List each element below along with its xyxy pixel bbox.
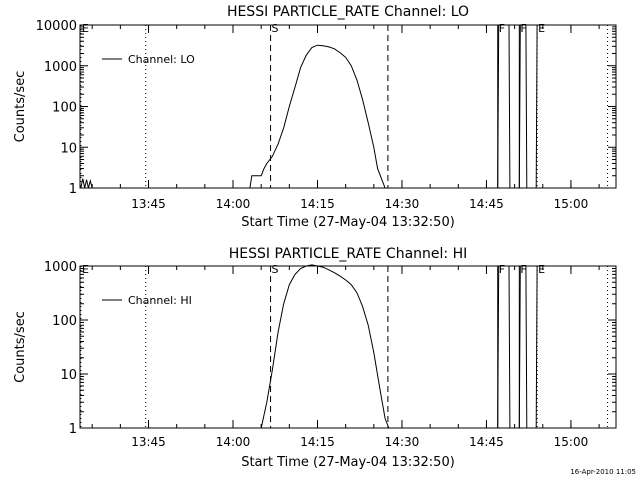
event-marker-label: E [538,22,545,35]
event-marker-label: F [520,263,526,276]
x-tick-label: 14:00 [216,197,251,211]
y-tick-label: 100 [52,101,77,116]
plot-timestamp: 16-Apr-2010 11:05 [570,468,636,476]
x-axis-label: Start Time (27-May-04 13:32:50) [241,215,455,230]
x-tick-label: 13:45 [131,197,166,211]
y-tick-label: 1 [69,182,77,197]
y-axis-label: Counts/sec [13,71,28,143]
x-tick-label: 15:00 [554,435,589,449]
x-tick-label: 14:15 [300,435,335,449]
event-marker-label: E [82,263,89,276]
y-tick-label: 1000 [44,260,77,275]
legend-label: Channel: HI [128,294,192,307]
x-tick-label: 14:45 [469,197,504,211]
chart-title: HESSI PARTICLE_RATE Channel: LO [227,4,469,20]
series-line [260,264,538,429]
event-marker-label: E [538,263,545,276]
y-tick-label: 100 [52,314,77,329]
x-axis-label: Start Time (27-May-04 13:32:50) [241,455,455,470]
plot-frame [79,265,617,429]
x-tick-label: 15:00 [554,197,589,211]
y-tick-label: 10000 [36,19,77,34]
y-axis-label: Counts/sec [13,311,28,383]
y-tick-label: 10 [60,368,77,383]
chart-title: HESSI PARTICLE_RATE Channel: HI [229,246,467,262]
legend-label: Channel: LO [128,53,195,66]
y-tick-label: 1 [69,422,77,437]
y-tick-label: 1000 [44,60,77,75]
y-tick-label: 10 [60,141,77,156]
plot-frame [79,24,617,189]
series-line [80,24,538,189]
x-tick-label: 14:30 [385,435,420,449]
event-marker-label: S [272,22,279,35]
x-tick-label: 14:00 [216,435,251,449]
event-marker-label: E [82,22,89,35]
x-tick-label: 14:30 [385,197,420,211]
event-marker-label: F [499,22,505,35]
x-tick-label: 14:45 [469,435,504,449]
x-tick-label: 14:15 [300,197,335,211]
event-marker-label: S [272,263,279,276]
x-tick-label: 13:45 [131,435,166,449]
event-marker-label: F [499,263,505,276]
event-marker-label: F [520,22,526,35]
